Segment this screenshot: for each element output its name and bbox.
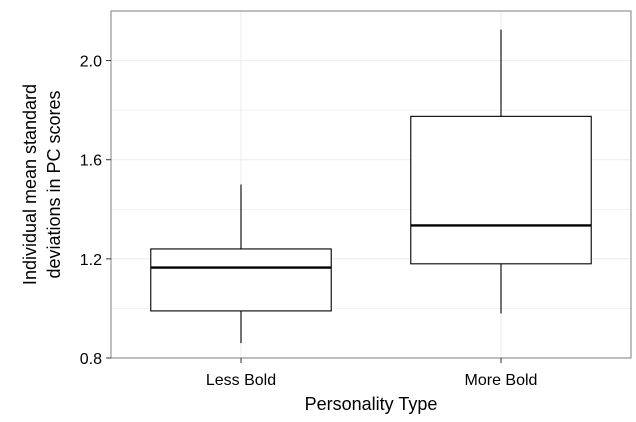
y-axis-title: Individual mean standard deviations in PC…: [20, 84, 64, 285]
y-axis-title-line: Individual mean standard: [20, 84, 40, 285]
box-iqr: [410, 115, 592, 265]
boxes: [150, 29, 592, 344]
x-axis: Less Bold More Bold: [206, 358, 538, 389]
panel-border: [110, 10, 632, 359]
x-axis-title: Personality Type: [305, 394, 438, 414]
y-tick-label: 1.6: [80, 153, 102, 170]
box-iqr: [150, 248, 332, 312]
y-axis: 0.8 1.2 1.6 2.0: [80, 54, 111, 368]
box-less-bold: [150, 184, 332, 344]
y-tick-label: 1.2: [80, 252, 102, 269]
x-tick-label: More Bold: [465, 372, 538, 389]
y-axis-title-line: deviations in PC scores: [44, 90, 64, 278]
box-more-bold: [410, 29, 592, 314]
x-tick-label: Less Bold: [206, 372, 276, 389]
y-tick-label: 2.0: [80, 54, 102, 71]
y-tick-label: 0.8: [80, 351, 102, 368]
